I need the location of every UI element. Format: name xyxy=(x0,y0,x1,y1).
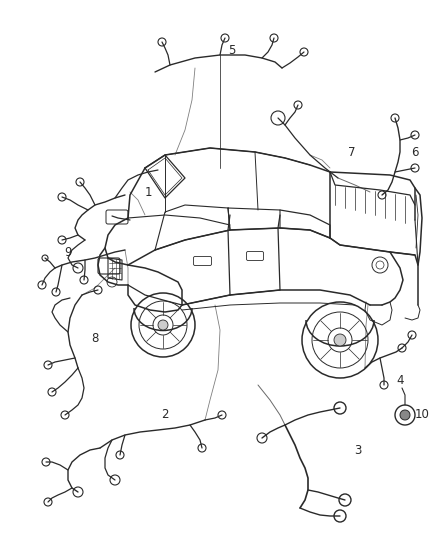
Text: 8: 8 xyxy=(91,332,99,344)
Text: 3: 3 xyxy=(354,443,362,456)
Text: 5: 5 xyxy=(228,44,236,56)
Circle shape xyxy=(400,410,410,420)
Text: 1: 1 xyxy=(144,185,152,198)
Circle shape xyxy=(334,334,346,346)
Text: 10: 10 xyxy=(414,408,429,422)
Text: 6: 6 xyxy=(411,146,419,158)
Circle shape xyxy=(158,320,168,330)
Text: 4: 4 xyxy=(396,374,404,386)
Text: 9: 9 xyxy=(64,246,72,259)
Text: 7: 7 xyxy=(348,146,356,158)
Text: 2: 2 xyxy=(161,408,169,422)
